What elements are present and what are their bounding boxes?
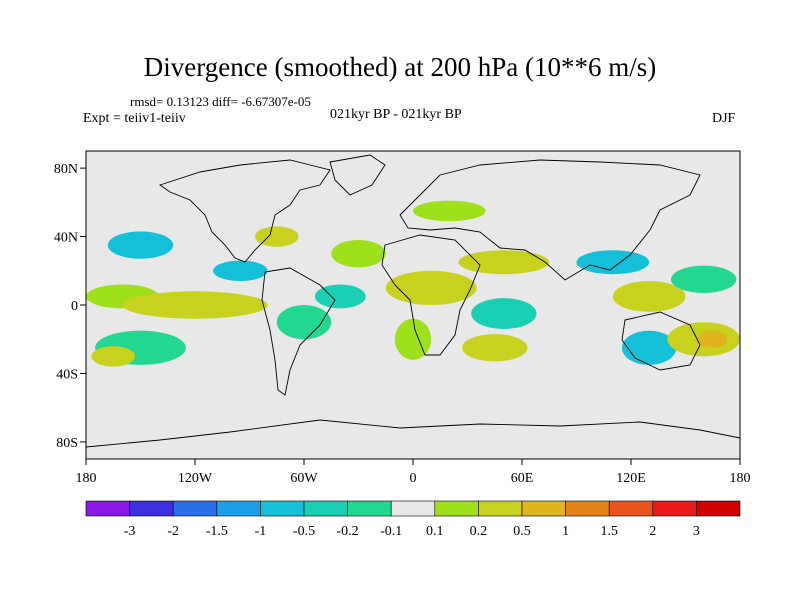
colorbar-label: 0.5 bbox=[513, 524, 531, 539]
colorbar-label: -3 bbox=[124, 524, 136, 539]
contour-patch-15 bbox=[576, 250, 650, 275]
lon-tick-label: 120W bbox=[178, 471, 213, 486]
contour-patch-13 bbox=[471, 298, 537, 329]
lat-tick-label: 0 bbox=[71, 299, 78, 314]
contour-patch-11 bbox=[394, 318, 432, 360]
stats-text: rmsd= 0.13123 diff= -6.67307e-05 bbox=[130, 94, 311, 109]
lon-tick-label: 60E bbox=[511, 471, 534, 486]
season-label: DJF bbox=[712, 111, 736, 126]
colorbar-swatch bbox=[129, 500, 174, 517]
colorbar-swatch bbox=[652, 500, 697, 517]
contour-patch-14 bbox=[462, 334, 528, 362]
contour-patch-12 bbox=[458, 250, 550, 275]
colorbar-label: -0.1 bbox=[380, 524, 402, 539]
lat-tick-label: 40S bbox=[56, 367, 78, 382]
contour-patch-2 bbox=[122, 291, 268, 319]
contour-patch-6 bbox=[254, 226, 299, 247]
colorbar-swatch bbox=[172, 500, 218, 517]
contour-layer bbox=[86, 200, 740, 367]
lat-tick-label: 40N bbox=[54, 231, 78, 246]
contour-patch-20 bbox=[670, 265, 737, 294]
colorbar-swatch bbox=[608, 500, 654, 517]
colorbar-label: 0.1 bbox=[426, 524, 444, 539]
colorbar-swatch bbox=[478, 500, 523, 517]
contour-patch-17 bbox=[621, 330, 677, 365]
contour-patch-5 bbox=[213, 260, 268, 282]
contour-patch-10 bbox=[385, 270, 477, 305]
colorbar-swatch bbox=[85, 500, 130, 517]
lon-tick-label: 180 bbox=[730, 471, 751, 486]
contour-patch-9 bbox=[314, 284, 366, 309]
colorbar-label: 0.2 bbox=[470, 524, 488, 539]
colorbar-label: -0.5 bbox=[293, 524, 315, 539]
contour-patch-19 bbox=[698, 330, 728, 348]
colorbar-swatch bbox=[390, 500, 436, 517]
lat-tick-label: 80S bbox=[56, 436, 78, 451]
colorbar-swatch bbox=[347, 500, 392, 517]
colorbar-label: -2 bbox=[167, 524, 179, 539]
colorbar-swatch bbox=[303, 500, 348, 517]
lon-tick-label: 180 bbox=[76, 471, 97, 486]
colorbar-label: 2 bbox=[649, 524, 656, 539]
antarctica-coast bbox=[86, 419, 740, 448]
longitude-axis: 180 120W 60W 0 60E 120E 180 bbox=[76, 459, 751, 486]
colorbar-label: 1.5 bbox=[600, 524, 618, 539]
lon-tick-label: 120E bbox=[616, 471, 646, 486]
latitude-axis: 80N 40N 0 40S 80S bbox=[54, 162, 86, 451]
contour-patch-8 bbox=[331, 239, 386, 268]
south-america-coast bbox=[261, 267, 336, 396]
lon-tick-label: 0 bbox=[410, 471, 417, 486]
north-america-coast bbox=[159, 159, 331, 263]
colorbar: -3 -2 -1.5 -1 -0.5 -0.2 -0.1 0.1 0.2 0.5 1 1.5 2 3 bbox=[85, 500, 741, 539]
africa-coast bbox=[381, 234, 481, 356]
eurasia-coast bbox=[399, 159, 701, 281]
center-label: 021kyr BP - 021kyr BP bbox=[330, 107, 462, 122]
contour-patch-0 bbox=[107, 231, 174, 259]
colorbar-swatch bbox=[216, 500, 261, 517]
greenland-coast bbox=[329, 154, 386, 196]
colorbar-swatch bbox=[260, 500, 305, 517]
experiment-label: Expt = teiiv1-teiiv bbox=[83, 111, 186, 126]
colorbar-label: -1 bbox=[255, 524, 267, 539]
lat-tick-label: 80N bbox=[54, 162, 78, 177]
colorbar-label: 3 bbox=[693, 524, 700, 539]
colorbar-label: -0.2 bbox=[337, 524, 359, 539]
contour-patch-4 bbox=[91, 346, 136, 367]
plot-title: Divergence (smoothed) at 200 hPa (10**6 … bbox=[143, 52, 657, 82]
coastline-layer bbox=[86, 154, 740, 448]
colorbar-swatch bbox=[565, 500, 610, 517]
colorbar-label: -1.5 bbox=[206, 524, 228, 539]
colorbar-swatch bbox=[521, 500, 566, 517]
contour-patch-21 bbox=[413, 200, 486, 222]
lon-tick-label: 60W bbox=[290, 471, 318, 486]
colorbar-swatch bbox=[696, 500, 741, 517]
colorbar-swatch bbox=[434, 500, 479, 517]
contour-patch-7 bbox=[276, 305, 332, 340]
contour-patch-16 bbox=[612, 281, 686, 312]
colorbar-label: 1 bbox=[562, 524, 569, 539]
australia-coast bbox=[621, 311, 701, 371]
